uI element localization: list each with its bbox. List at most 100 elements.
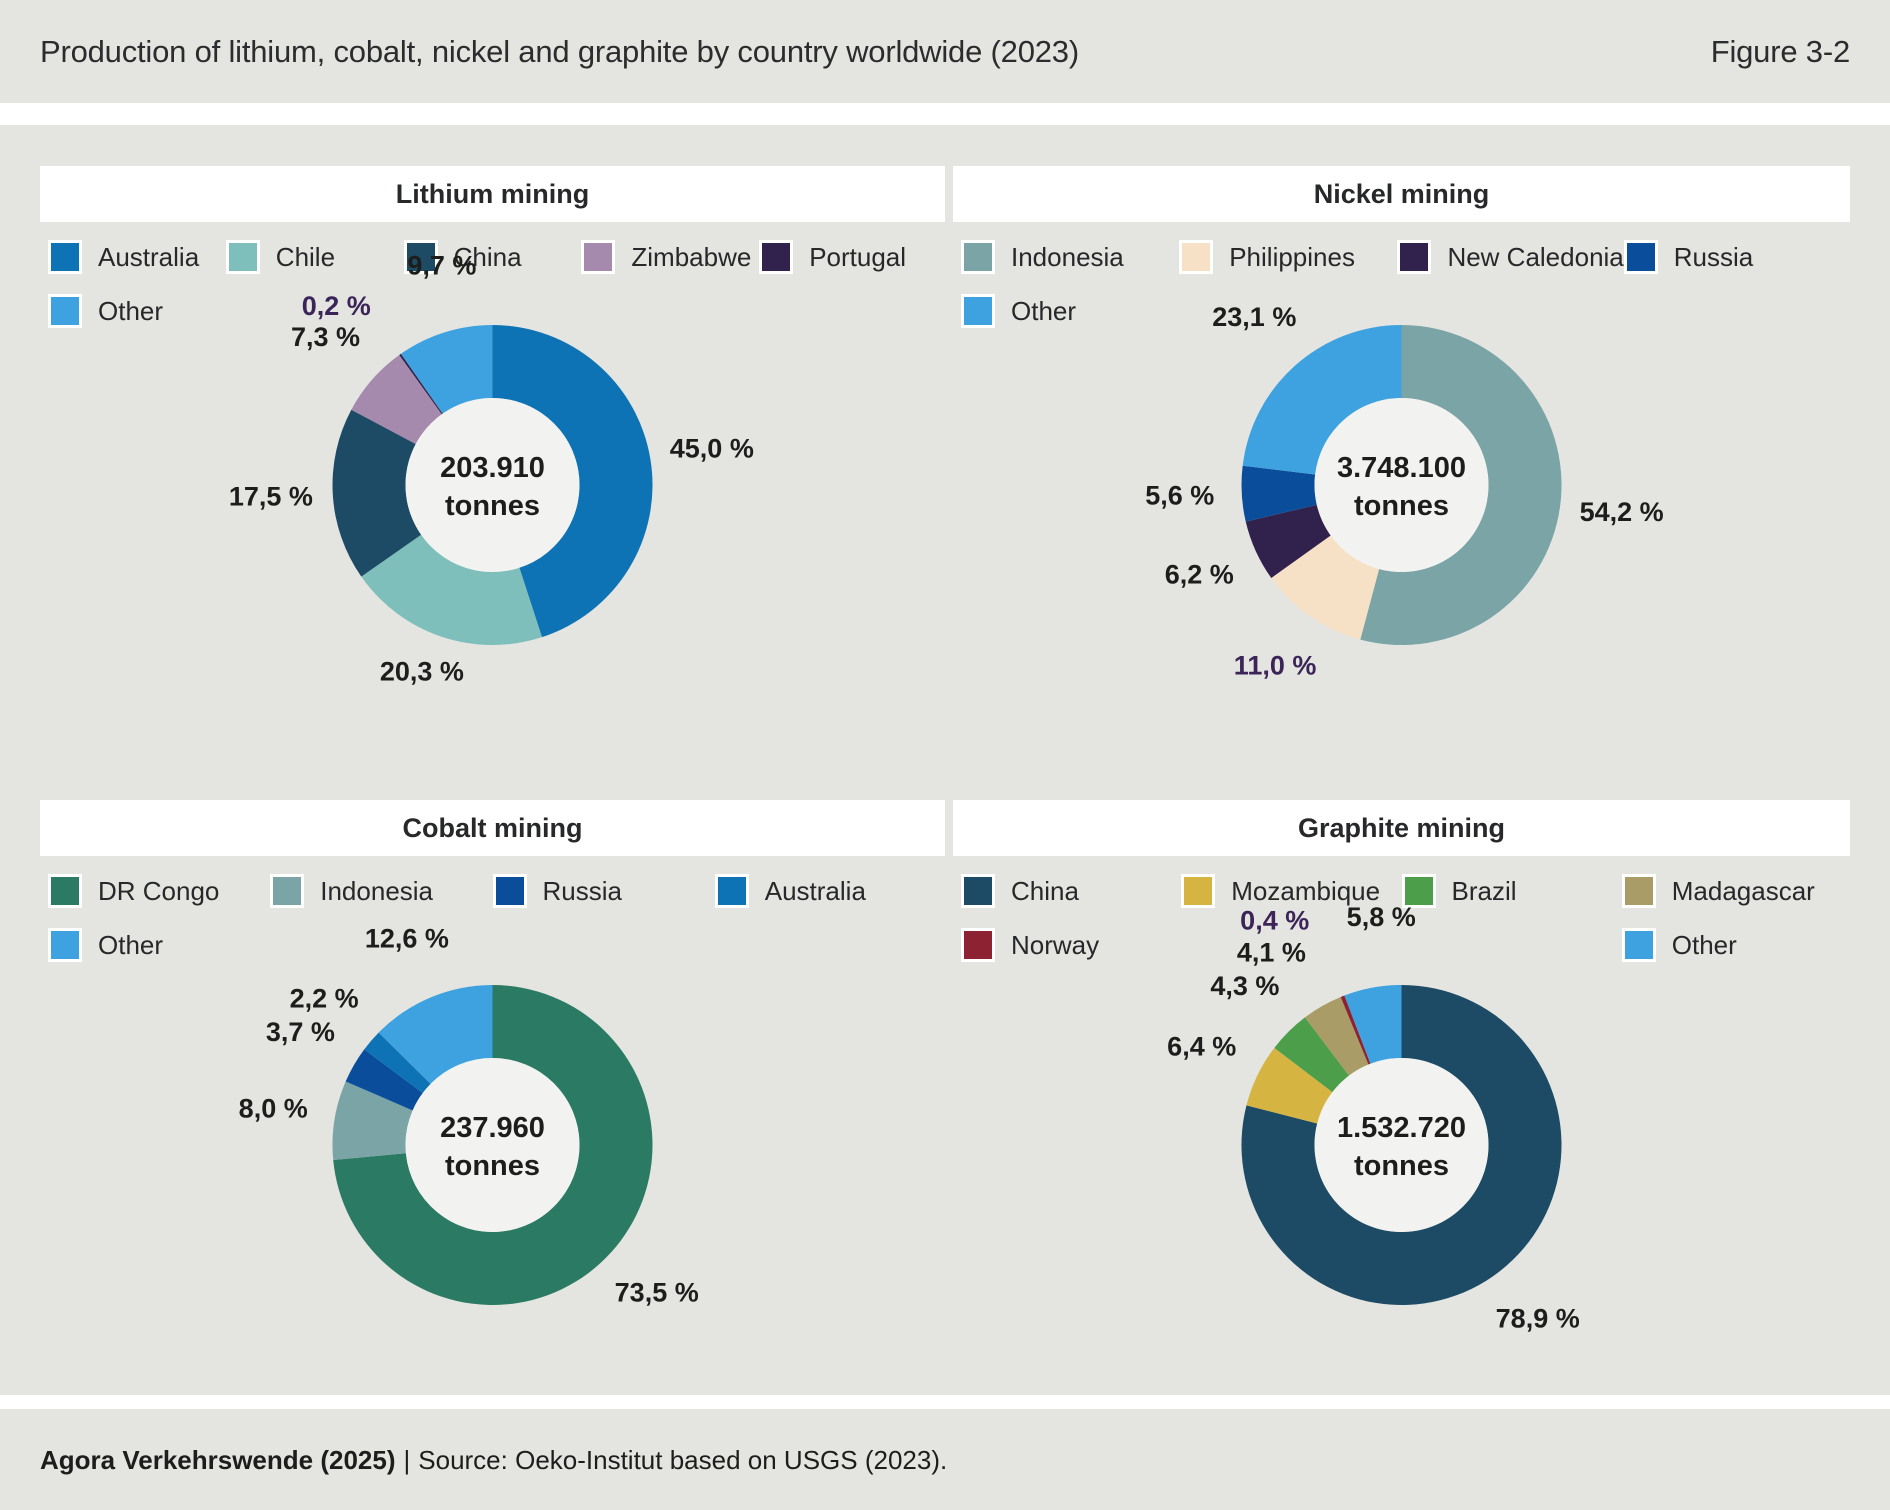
legend-swatch-other [1621,928,1656,962]
percent-label-lithium-chile: 20,3 % [380,657,464,687]
percent-label-nickel-indonesia: 54,2 % [1580,497,1664,527]
legend-label-new-caledonia: New Caledonia [1447,241,1624,272]
center-unit-graphite: tonnes [1354,1150,1449,1182]
percent-label-cobalt-dr-congo: 73,5 % [615,1278,699,1308]
legend-label-indonesia: Indonesia [320,875,434,906]
legend-item-philippines: Philippines [1179,240,1397,274]
legend-swatch-indonesia [961,240,995,274]
legend-nickel: Indonesia Philippines New Caledonia Russia O… [961,240,1842,328]
legend-label-chile: Chile [275,241,336,272]
panel-title-text: Cobalt mining [402,812,583,843]
donut-hole-graphite [1314,1058,1489,1232]
center-unit-nickel: tonnes [1354,490,1449,522]
donut-slice-lithium-chile [361,534,542,645]
legend-label-philippines: Philippines [1229,241,1355,272]
legend-item-australia: Australia [48,240,226,274]
panel-title-cobalt: Cobalt mining [40,800,945,856]
figure-label: Figure 3-2 [1710,33,1850,69]
legend-item-other: Other [48,294,226,328]
donut-slice-nickel-philippines [1271,535,1380,640]
panel-title-nickel: Nickel mining [953,166,1850,222]
donut-chart-graphite: 78,9 % 6,4 % 4,3 % 4,1 %0,4 % 5,8 % 1.532.720… [1167,902,1580,1334]
divider-stripe-top [0,103,1890,125]
donut-slice-graphite-brazil [1274,1017,1349,1093]
legend-swatch-portugal [759,240,794,274]
donut-slice-nickel-other [1242,325,1402,475]
legend-label-zimbabwe: Zimbabwe [631,241,752,272]
legend-label-other: Other [98,295,164,326]
divider-stripe-bottom [0,1395,1890,1409]
legend-swatch-china [403,240,438,274]
legend-swatch-china [961,874,995,908]
legend-item-portugal: Portugal [759,240,937,274]
percent-label-nickel-other: 23,1 % [1212,302,1296,332]
donut-slice-graphite-madagascar [1304,997,1369,1076]
donut-slice-lithium-portugal [399,353,443,415]
center-value-nickel: 3.748.100 [1337,452,1466,484]
panel-lithium: Lithium mining Australia Chile China Zimbab… [40,166,945,800]
percent-label-lithium-portugal: 0,2 % [302,291,371,321]
legend-swatch-new-caledonia [1397,240,1432,274]
legend-swatch-madagascar [1621,874,1656,908]
percent-label-graphite-other: 5,8 % [1347,902,1416,932]
legend-item-mozambique: Mozambique [1181,874,1401,908]
legend-label-brazil: Brazil [1451,875,1517,906]
donut-chart-cobalt: 73,5 % 8,0 % 3,7 % 2,2 %12,6 % 237.960 tonnes [239,923,699,1308]
legend-label-mozambique: Mozambique [1231,875,1381,906]
legend-item-china: China [961,874,1181,908]
donut-slice-lithium-other [400,325,493,414]
donut-slice-cobalt-dr-congo [333,985,653,1305]
legend-item-russia: Russia [1623,240,1842,274]
legend-swatch-russia [1623,240,1658,274]
donut-slice-graphite-mozambique [1246,1047,1333,1124]
source-line: Agora Verkehrswende (2025) | Source: Oeko-… [0,1409,1890,1510]
donut-slice-graphite-china [1241,985,1562,1305]
panel-title-graphite: Graphite mining [953,800,1850,856]
donut-slice-lithium-australia [492,325,653,638]
legend-swatch-indonesia [270,874,305,908]
panel-graphite: Graphite mining China Mozambique Brazil Mad… [953,800,1850,1395]
percent-label-lithium-other: 9,7 % [407,250,476,280]
donut-slice-graphite-other [1344,985,1402,1064]
footer-divider: | [403,1445,411,1475]
legend-item-chile: Chile [225,240,404,274]
legend-item-new-caledonia: New Caledonia [1397,240,1624,274]
donut-slice-graphite-norway [1340,995,1371,1065]
legend-item-other: Other [1621,928,1842,962]
legend-item-russia: Russia [492,874,715,908]
percent-label-cobalt-other: 12,6 % [365,923,449,953]
legend-graphite: China Mozambique Brazil Madagascar Norway Oth… [961,874,1842,962]
percent-label-graphite-china: 78,9 % [1496,1303,1580,1333]
legend-swatch-mozambique [1181,874,1216,908]
panel-title-text: Lithium mining [395,178,590,209]
legend-swatch-other [961,294,995,328]
legend-swatch-dr-congo [48,874,82,908]
legend-lithium: Australia Chile China Zimbabwe Portugal Other [48,240,937,328]
legend-label-other: Other [1011,295,1077,326]
legend-swatch-chile [225,240,260,274]
legend-item-china: China [403,240,582,274]
percent-label-nickel-philippines: 11,0 % [1234,651,1317,681]
charts-grid: Lithium mining Australia Chile China Zimbab… [40,166,1850,1395]
legend-label-norway: Norway [1011,929,1100,960]
percent-label-nickel-new-caledonia: 6,2 % [1165,560,1234,590]
center-value-graphite: 1.532.720 [1337,1112,1466,1144]
donut-hole-lithium [405,398,580,572]
percent-label-cobalt-russia: 3,7 % [266,1017,335,1047]
legend-label-australia: Australia [98,241,200,272]
donut-slice-cobalt-australia [364,1032,431,1093]
percent-label-graphite-brazil: 4,3 % [1210,971,1279,1001]
donut-slice-cobalt-indonesia [332,1081,413,1161]
donut-hole-nickel [1314,398,1489,572]
percent-label-cobalt-indonesia: 8,0 % [239,1093,308,1123]
legend-swatch-australia [48,240,82,274]
center-value-lithium: 203.910 [440,452,545,484]
legend-item-other: Other [961,294,1179,328]
title-bar: Production of lithium, cobalt, nickel an… [0,0,1890,103]
legend-swatch-zimbabwe [581,240,616,274]
donut-hole-cobalt [405,1058,580,1232]
percent-label-cobalt-australia: 2,2 % [290,983,359,1013]
center-value-cobalt: 237.960 [440,1112,545,1144]
legend-item-australia: Australia [714,874,937,908]
donut-slice-nickel-russia [1241,465,1317,522]
